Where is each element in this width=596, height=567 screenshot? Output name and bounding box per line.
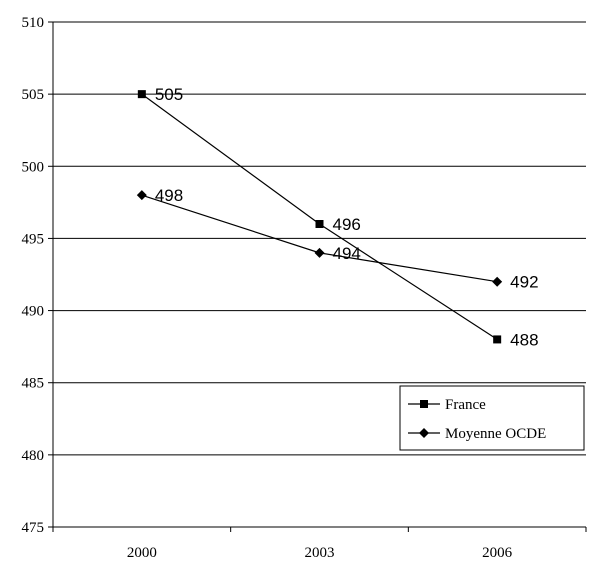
- data-label: 498: [155, 186, 183, 205]
- legend-diamond-icon: [419, 428, 429, 438]
- data-labels: 505 496 488 498 494 492: [155, 85, 539, 349]
- x-tick-label: 2006: [482, 545, 513, 561]
- y-tick-label: 505: [22, 87, 45, 103]
- y-tick-label: 475: [22, 520, 45, 536]
- x-tick-label: 2000: [127, 545, 157, 561]
- series-lines: [141, 93, 498, 340]
- y-tick-label: 500: [22, 159, 45, 175]
- legend-entry-label: Moyenne OCDE: [445, 426, 546, 442]
- gridlines: [53, 21, 586, 528]
- diamond-marker: [136, 190, 147, 201]
- data-label: 488: [510, 330, 538, 349]
- square-marker: [315, 220, 324, 228]
- diamond-marker: [314, 247, 325, 258]
- legend-box: [399, 385, 585, 451]
- y-tick-label: 495: [22, 231, 45, 247]
- y-tick-label: 480: [22, 448, 45, 464]
- legend: France Moyenne OCDE: [399, 385, 585, 451]
- square-marker: [493, 335, 502, 344]
- x-tick-labels: 2000 2003 2006: [127, 545, 513, 561]
- diamond-marker: [492, 276, 503, 287]
- axes: [48, 21, 587, 532]
- y-tick-label: 510: [22, 15, 45, 31]
- legend-square-icon: [420, 400, 428, 408]
- square-marker: [137, 90, 146, 99]
- y-tick-label: 490: [22, 304, 45, 320]
- y-tick-label: 485: [22, 376, 45, 392]
- data-label: 496: [333, 215, 361, 234]
- series-markers: [136, 90, 503, 344]
- data-label: 505: [155, 85, 183, 104]
- data-label: 492: [510, 273, 538, 292]
- data-label: 494: [333, 244, 361, 263]
- legend-entry-label: France: [445, 397, 486, 413]
- y-tick-labels: 475 480 485 490 495 500 505 510: [22, 15, 45, 536]
- series-line-france: [141, 93, 498, 340]
- x-tick-label: 2003: [305, 545, 335, 561]
